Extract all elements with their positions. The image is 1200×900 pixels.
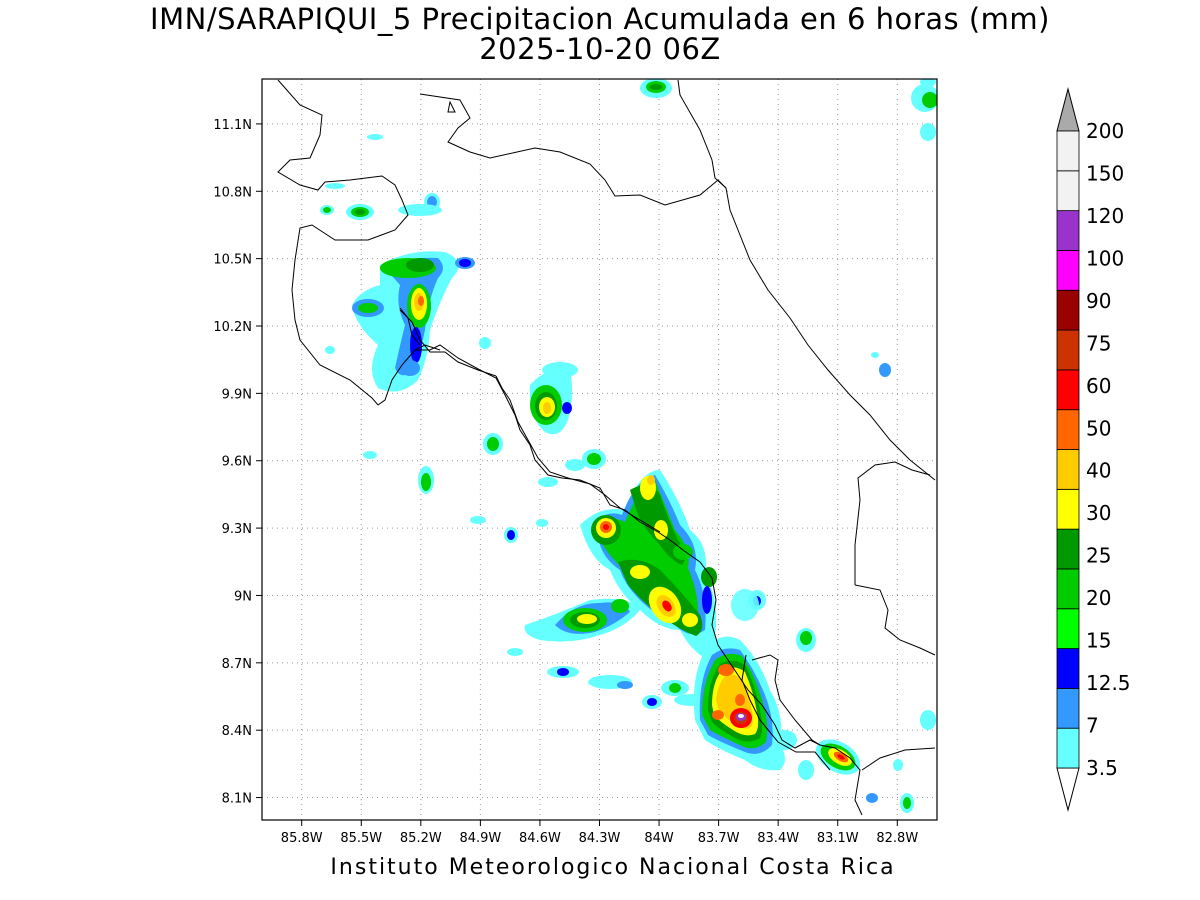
colorbar-swatch xyxy=(1056,130,1080,172)
colorbar-label: 30 xyxy=(1086,501,1111,525)
lon-tick-label: 83.4W xyxy=(757,831,799,846)
colorbar-swatch xyxy=(1056,727,1080,769)
rain-cell xyxy=(580,470,718,660)
colorbar-label: 7 xyxy=(1086,714,1099,738)
lat-tick-label: 10.8N xyxy=(213,185,252,200)
map-subtitle: 2025-10-20 06Z xyxy=(479,32,721,66)
lon-tick-label: 82.8W xyxy=(876,831,918,846)
colorbar-label: 75 xyxy=(1086,331,1111,355)
lat-tick-label: 10.2N xyxy=(213,320,252,335)
lat-tick-label: 10.5N xyxy=(213,253,252,268)
colorbar-label: 12.5 xyxy=(1086,671,1131,695)
colorbar-label: 60 xyxy=(1086,374,1111,398)
colorbar-label: 50 xyxy=(1086,416,1111,440)
colorbar-swatch xyxy=(1056,289,1080,331)
lat-tick-label: 9N xyxy=(234,589,252,604)
colorbar-swatch xyxy=(1056,409,1080,450)
lon-tick-label: 83.1W xyxy=(817,831,859,846)
colorbar-top-arrow xyxy=(1056,87,1080,132)
lon-tick-label: 84.6W xyxy=(519,831,561,846)
rain-cell xyxy=(640,79,937,377)
colorbar-swatch xyxy=(1056,250,1080,291)
colorbar-label: 40 xyxy=(1086,459,1111,483)
coastline xyxy=(277,79,936,816)
colorbar-label: 25 xyxy=(1086,544,1111,568)
colorbar-swatch xyxy=(1056,568,1080,610)
longitude-axis: 85.8W 85.5W 85.2W 84.9W 84.6W 84.3W 84W 83.7W 83… xyxy=(281,820,918,846)
latitude-axis: 8.1N 8.4N 8.7N 9N 9.3N 9.6N 9.9N 10.2N 10.5N 10.8… xyxy=(213,118,262,807)
colorbar-swatch xyxy=(1056,329,1080,371)
lon-tick-label: 85.8W xyxy=(281,831,323,846)
colorbar-label: 20 xyxy=(1086,586,1111,610)
colorbar-swatch xyxy=(1056,488,1080,530)
lon-tick-label: 84.9W xyxy=(459,831,501,846)
colorbar-swatch xyxy=(1056,449,1080,490)
lon-tick-label: 85.5W xyxy=(340,831,382,846)
lat-tick-label: 9.6N xyxy=(222,455,252,470)
colorbar-label: 3.5 xyxy=(1086,756,1118,780)
footer-credit: Instituto Meteorologico Nacional Costa R… xyxy=(330,855,896,880)
lon-tick-label: 83.7W xyxy=(698,831,740,846)
colorbar-swatch xyxy=(1056,608,1080,649)
rain-cell xyxy=(325,337,606,543)
map-title: IMN/SARAPIQUI_5 Precipitacion Acumulada … xyxy=(150,2,1050,36)
lat-tick-label: 11.1N xyxy=(213,118,252,133)
colorbar-label: 200 xyxy=(1086,119,1124,143)
rain-cell xyxy=(320,134,442,220)
country-border xyxy=(399,309,831,771)
colorbar-label: 120 xyxy=(1086,204,1124,228)
colorbar-label: 150 xyxy=(1086,161,1124,185)
lon-tick-label: 84W xyxy=(644,831,674,846)
colorbar-swatch xyxy=(1056,648,1080,689)
lon-tick-label: 84.3W xyxy=(579,831,621,846)
colorbar: 3.5 7 12.5 15 20 25 30 40 50 60 75 90 100 120 150 200 xyxy=(1056,87,1131,812)
lat-tick-label: 8.1N xyxy=(222,792,252,807)
lat-tick-label: 9.9N xyxy=(222,387,252,402)
colorbar-label: 90 xyxy=(1086,289,1111,313)
colorbar-swatch xyxy=(1056,170,1080,212)
map-grid xyxy=(262,79,937,820)
colorbar-label: 15 xyxy=(1086,629,1111,653)
colorbar-swatch xyxy=(1056,210,1080,251)
lon-tick-label: 85.2W xyxy=(400,831,442,846)
lat-tick-label: 8.7N xyxy=(222,657,252,672)
colorbar-bottom-arrow xyxy=(1056,767,1080,812)
rain-cell xyxy=(693,589,816,780)
rain-cell xyxy=(529,369,573,435)
colorbar-label: 100 xyxy=(1086,246,1124,270)
lat-tick-label: 9.3N xyxy=(222,522,252,537)
precipitation-field xyxy=(320,79,937,813)
lat-tick-label: 8.4N xyxy=(222,724,252,739)
rain-cell xyxy=(815,710,936,813)
colorbar-swatch xyxy=(1056,369,1080,411)
colorbar-swatch xyxy=(1056,687,1080,729)
rain-cell xyxy=(352,251,475,392)
colorbar-swatch xyxy=(1056,528,1080,570)
